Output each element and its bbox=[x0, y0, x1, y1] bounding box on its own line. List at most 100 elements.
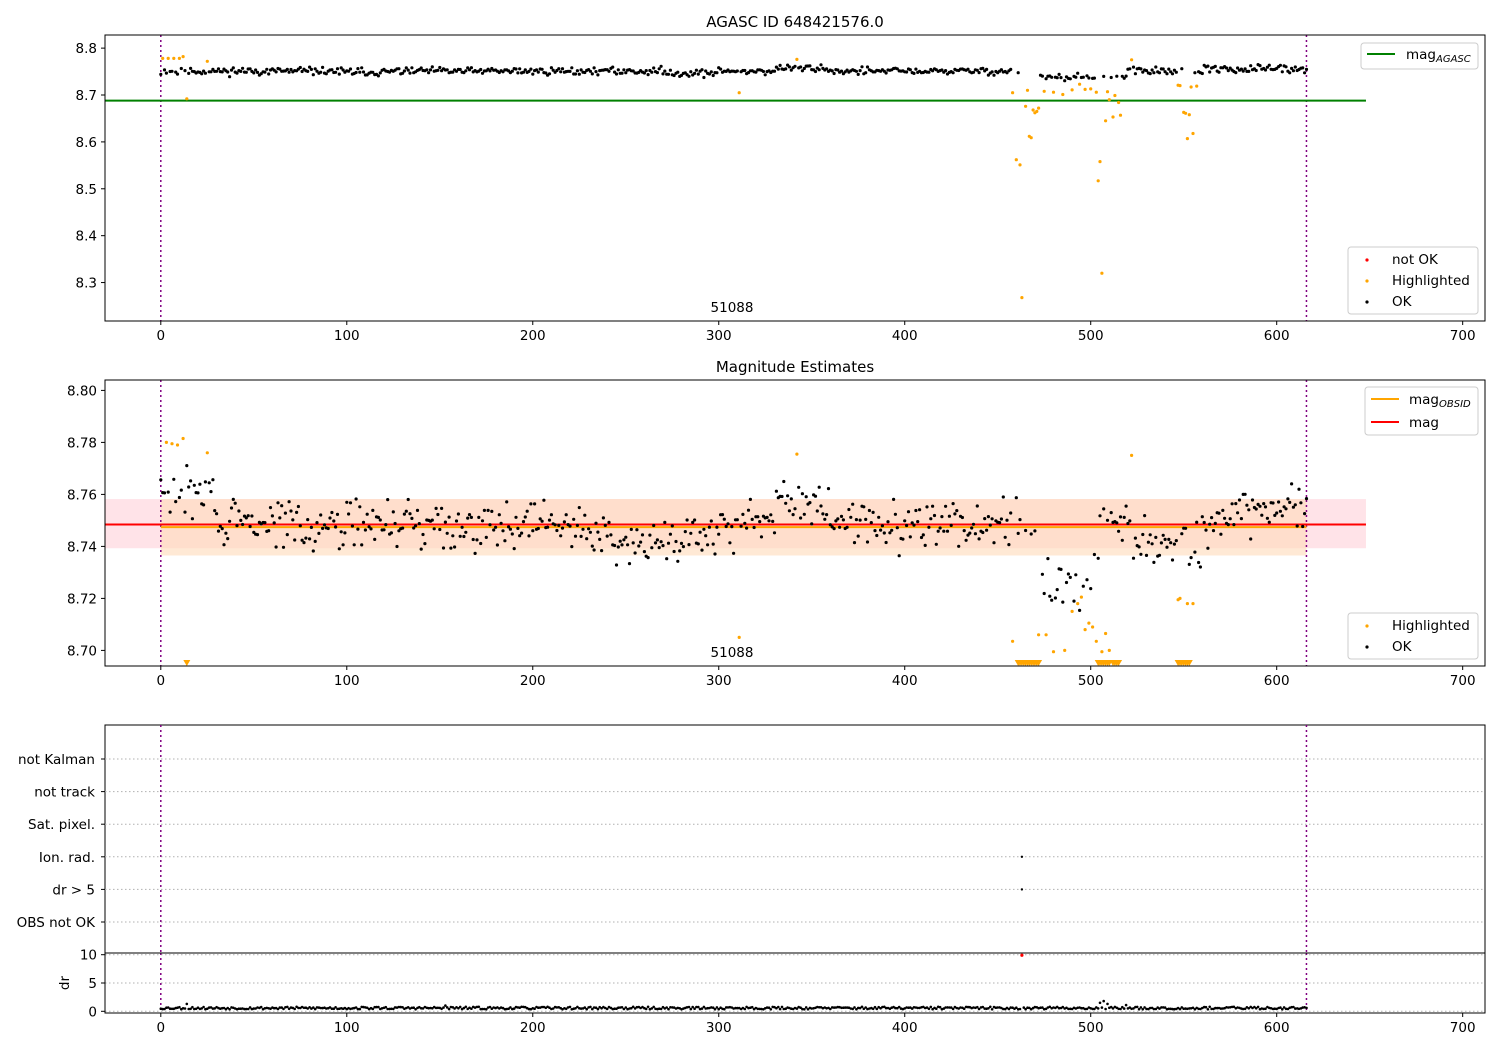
ok-point bbox=[203, 480, 207, 484]
dr-point bbox=[1022, 1006, 1026, 1009]
dr-point bbox=[1167, 1007, 1171, 1011]
ok-point bbox=[769, 513, 773, 517]
ok-point bbox=[1254, 507, 1258, 511]
ok-point bbox=[678, 549, 682, 553]
dr-point bbox=[555, 1006, 559, 1009]
panel1-y-tick-label: 8.4 bbox=[76, 229, 97, 245]
ok-point bbox=[873, 529, 877, 533]
dr-point bbox=[1065, 1006, 1068, 1010]
dr-point bbox=[308, 1006, 311, 1009]
ok-point bbox=[361, 520, 366, 524]
ok-point bbox=[1193, 550, 1197, 554]
dr-point bbox=[897, 1005, 901, 1009]
ok-point bbox=[739, 524, 743, 528]
dr-point bbox=[750, 1005, 754, 1009]
dr-point bbox=[1232, 1005, 1236, 1009]
ok-point bbox=[693, 71, 697, 75]
ok-point bbox=[847, 507, 851, 512]
dr-point bbox=[248, 1006, 252, 1009]
ok-point bbox=[1249, 537, 1253, 541]
ok-point bbox=[220, 527, 224, 531]
ok-point bbox=[1085, 578, 1089, 582]
ok-point bbox=[618, 539, 622, 543]
ok-point bbox=[482, 508, 486, 512]
ok-point bbox=[865, 65, 870, 69]
ok-point bbox=[469, 515, 473, 520]
ok-point bbox=[473, 551, 477, 556]
dr-point bbox=[860, 1005, 864, 1009]
ok-point bbox=[479, 541, 483, 546]
dr-point bbox=[579, 1007, 583, 1010]
ok-point bbox=[585, 537, 589, 541]
highlighted-point bbox=[170, 442, 174, 446]
ok-point bbox=[817, 68, 821, 72]
dr-point bbox=[485, 1008, 488, 1011]
ok-point bbox=[458, 534, 462, 538]
highlighted-point bbox=[1187, 113, 1191, 117]
ok-point bbox=[244, 70, 248, 74]
ok-point bbox=[1301, 524, 1305, 529]
ok-point bbox=[573, 72, 578, 76]
ok-point bbox=[337, 72, 341, 76]
ok-point bbox=[183, 510, 187, 514]
ok-point bbox=[1197, 560, 1201, 565]
dr-point bbox=[697, 1005, 700, 1009]
ok-point bbox=[373, 537, 377, 542]
ok-point bbox=[1245, 503, 1249, 507]
ok-point bbox=[248, 67, 252, 71]
dr-point bbox=[194, 1007, 198, 1011]
dr-point bbox=[189, 1007, 192, 1011]
ok-point bbox=[1299, 501, 1303, 505]
dr-point bbox=[862, 1007, 866, 1011]
ok-point bbox=[1260, 513, 1264, 517]
ok-point bbox=[1291, 69, 1295, 73]
dr-point bbox=[723, 1007, 726, 1011]
ok-point bbox=[921, 533, 925, 537]
ok-point bbox=[960, 515, 965, 520]
ok-point bbox=[402, 512, 406, 516]
ok-point bbox=[311, 73, 315, 77]
ok-point bbox=[1157, 71, 1162, 75]
ok-point bbox=[981, 530, 985, 535]
ok-point bbox=[464, 69, 468, 73]
ok-point bbox=[581, 527, 585, 531]
ok-point bbox=[1267, 63, 1271, 67]
dr-point bbox=[1171, 1007, 1174, 1011]
ok-point bbox=[884, 71, 888, 75]
dr-point bbox=[631, 1005, 635, 1009]
dr-point bbox=[371, 1007, 375, 1011]
dr-point bbox=[527, 1007, 531, 1011]
ok-point bbox=[763, 73, 767, 77]
ok-point bbox=[971, 522, 976, 526]
ok-point bbox=[1295, 524, 1299, 528]
ok-point bbox=[1055, 588, 1059, 592]
ok-point bbox=[1144, 69, 1149, 73]
highlighted-point bbox=[1078, 82, 1082, 86]
dr-point bbox=[641, 1005, 644, 1009]
ok-point bbox=[209, 70, 213, 74]
highlighted-point bbox=[1185, 602, 1189, 606]
ok-point bbox=[988, 523, 992, 527]
ok-point bbox=[516, 71, 520, 75]
ok-point bbox=[451, 534, 455, 538]
ok-point bbox=[802, 66, 806, 71]
ok-point bbox=[350, 524, 354, 528]
dr-point bbox=[990, 1008, 994, 1011]
highlighted-point bbox=[1070, 88, 1074, 92]
ok-point bbox=[799, 65, 803, 69]
ok-point bbox=[588, 69, 593, 73]
ok-point bbox=[518, 534, 522, 538]
ok-point bbox=[231, 497, 235, 501]
ok-point bbox=[573, 534, 578, 538]
dr-point bbox=[896, 1006, 899, 1010]
ok-point bbox=[970, 526, 974, 530]
dr-point bbox=[501, 1006, 505, 1010]
ok-point bbox=[531, 72, 535, 76]
legend-marker-ok bbox=[1365, 300, 1369, 304]
ok-point bbox=[646, 556, 650, 560]
dr-point bbox=[598, 1005, 601, 1009]
ok-point bbox=[252, 71, 256, 75]
dr-point bbox=[1135, 1005, 1139, 1009]
ok-point bbox=[1174, 539, 1178, 543]
dr-point bbox=[745, 1005, 748, 1009]
